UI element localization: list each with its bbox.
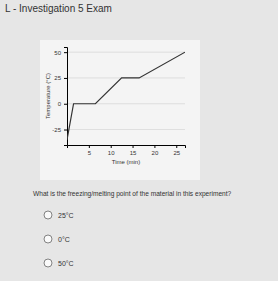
x-tick-mark xyxy=(176,145,177,148)
grid-line xyxy=(67,129,185,130)
y-tick-label: 0 xyxy=(58,101,62,107)
y-axis-line xyxy=(64,48,68,146)
y-tick-label: -25 xyxy=(52,127,61,133)
y-axis: -25 0 25 50 xyxy=(52,48,67,146)
y-axis-title: Temperature (°C) xyxy=(45,73,51,119)
grid-line xyxy=(67,52,185,53)
x-axis-title: Time (min) xyxy=(112,159,140,165)
x-axis: 5 10 15 20 25 xyxy=(68,145,186,156)
y-tick-label: 25 xyxy=(54,75,61,81)
y-tick-label: 50 xyxy=(54,50,61,56)
x-tick: 5 xyxy=(88,145,92,156)
y-tick-mark xyxy=(64,52,67,53)
x-tick-mark xyxy=(154,145,155,148)
plot-area xyxy=(67,52,185,140)
x-tick-mark xyxy=(133,145,134,148)
x-tick: 15 xyxy=(130,145,137,156)
x-tick-label: 5 xyxy=(88,150,92,156)
y-tick-mark xyxy=(64,78,67,79)
x-tick-label: 25 xyxy=(173,150,180,156)
radio-button[interactable] xyxy=(44,235,52,243)
option-label: 25°C xyxy=(58,212,74,219)
x-tick-label: 10 xyxy=(108,150,115,156)
y-tick-mark xyxy=(64,130,67,131)
x-tick-mark xyxy=(89,145,90,148)
x-tick-label: 15 xyxy=(130,150,137,156)
y-tick: 50 xyxy=(54,50,67,56)
x-tick-mark xyxy=(111,145,112,148)
option-label: 0°C xyxy=(58,236,70,243)
option-label: 50°C xyxy=(58,260,74,267)
x-axis-line xyxy=(68,146,186,149)
title: L - Investigation 5 Exam xyxy=(5,3,112,14)
question: What is the freezing/melting point of th… xyxy=(33,190,232,198)
x-tick: 20 xyxy=(152,145,159,156)
x-tick-label: 20 xyxy=(152,150,159,156)
grid xyxy=(67,52,185,129)
radio-button[interactable] xyxy=(44,259,52,267)
radio-button[interactable] xyxy=(44,211,52,219)
y-tick: 0 xyxy=(58,101,67,107)
data-line xyxy=(67,52,185,140)
y-tick-mark xyxy=(64,104,67,105)
page: L - Investigation 5 Exam -25 0 25 50 5 10 15 20 2… xyxy=(0,0,278,281)
y-tick: -25 xyxy=(52,127,67,133)
y-tick: 25 xyxy=(54,75,67,81)
x-tick: 25 xyxy=(173,145,180,156)
x-tick: 10 xyxy=(108,145,115,156)
chart-background xyxy=(40,40,200,180)
